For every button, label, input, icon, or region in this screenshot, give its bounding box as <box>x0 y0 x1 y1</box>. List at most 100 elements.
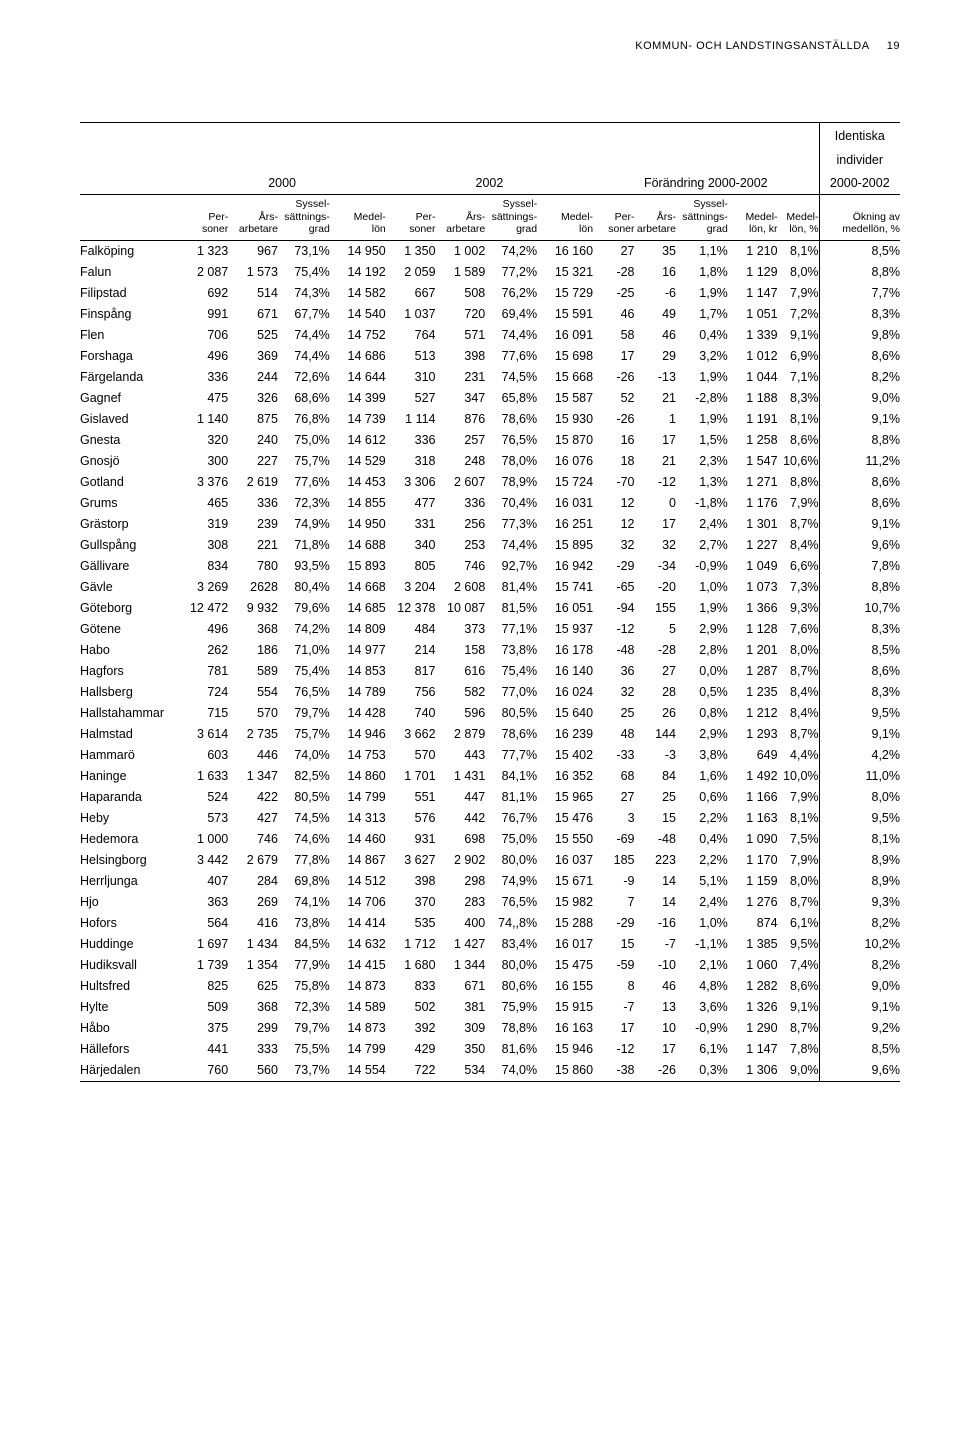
cell-value: 8,5% <box>819 640 900 661</box>
cell-value: -29 <box>593 556 634 577</box>
cell-value: 79,7% <box>278 703 330 724</box>
cell-value: 25 <box>635 787 676 808</box>
municipality-name: Herrljunga <box>80 871 178 892</box>
cell-value: 9,1% <box>778 997 819 1018</box>
data-table: Identiska individer 2000 2002 Förändring… <box>80 122 900 1082</box>
cell-value: 570 <box>386 745 436 766</box>
cell-value: 698 <box>436 829 486 850</box>
cell-value: 3 614 <box>178 724 228 745</box>
cell-value: 80,0% <box>485 850 537 871</box>
cell-value: 81,4% <box>485 577 537 598</box>
cell-value: 10,0% <box>778 766 819 787</box>
cell-value: 8,8% <box>819 262 900 283</box>
cell-value: 239 <box>228 514 278 535</box>
cell-value: 74,0% <box>485 1060 537 1082</box>
cell-value: 603 <box>178 745 228 766</box>
cell-value: 8,4% <box>778 703 819 724</box>
municipality-name: Flen <box>80 325 178 346</box>
cell-value: 326 <box>228 388 278 409</box>
cell-value: 1 049 <box>728 556 778 577</box>
cell-value: 8,7% <box>778 661 819 682</box>
cell-value: 16 076 <box>537 451 593 472</box>
cell-value: 3 627 <box>386 850 436 871</box>
cell-value: 52 <box>593 388 634 409</box>
cell-value: 15 476 <box>537 808 593 829</box>
cell-value: 76,8% <box>278 409 330 430</box>
cell-value: 8,8% <box>819 577 900 598</box>
cell-value: 1 287 <box>728 661 778 682</box>
municipality-name: Grums <box>80 493 178 514</box>
cell-value: 78,6% <box>485 409 537 430</box>
cell-value: 14 873 <box>330 976 386 997</box>
cell-value: 16 031 <box>537 493 593 514</box>
cell-value: 74,4% <box>278 325 330 346</box>
cell-value: 8,7% <box>778 724 819 745</box>
cell-value: 319 <box>178 514 228 535</box>
cell-value: 1 431 <box>436 766 486 787</box>
cell-value: -34 <box>635 556 676 577</box>
cell-value: 671 <box>436 976 486 997</box>
cell-value: 21 <box>635 388 676 409</box>
col-okning: Ökning avmedellön, % <box>819 194 900 240</box>
cell-value: 27 <box>593 787 634 808</box>
cell-value: 32 <box>593 682 634 703</box>
cell-value: 1 276 <box>728 892 778 913</box>
cell-value: 1 166 <box>728 787 778 808</box>
table-row: Finspång99167167,7%14 5401 03772069,4%15… <box>80 304 900 325</box>
cell-value: 14 <box>635 871 676 892</box>
cell-value: 73,7% <box>278 1060 330 1082</box>
cell-value: 8,0% <box>778 640 819 661</box>
cell-value: -2,8% <box>676 388 728 409</box>
cell-value: 570 <box>228 703 278 724</box>
cell-value: 1,9% <box>676 367 728 388</box>
cell-value: 2,2% <box>676 850 728 871</box>
cell-value: 1 201 <box>728 640 778 661</box>
cell-value: 158 <box>436 640 486 661</box>
cell-value: 9,1% <box>819 724 900 745</box>
cell-value: 15 288 <box>537 913 593 934</box>
municipality-name: Haninge <box>80 766 178 787</box>
municipality-name: Färgelanda <box>80 367 178 388</box>
cell-value: 72,3% <box>278 997 330 1018</box>
cell-value: 14 415 <box>330 955 386 976</box>
cell-value: 14 753 <box>330 745 386 766</box>
cell-value: 74,,8% <box>485 913 537 934</box>
cell-value: 764 <box>386 325 436 346</box>
cell-value: 392 <box>386 1018 436 1039</box>
cell-value: 14 867 <box>330 850 386 871</box>
group-header-row-2: individer <box>80 147 900 171</box>
cell-value: 7 <box>593 892 634 913</box>
cell-value: 77,6% <box>278 472 330 493</box>
cell-value: 269 <box>228 892 278 913</box>
cell-value: 8,3% <box>819 304 900 325</box>
cell-value: 75,0% <box>278 430 330 451</box>
cell-value: 7,8% <box>778 1039 819 1060</box>
cell-value: 16 251 <box>537 514 593 535</box>
cell-value: 1 344 <box>436 955 486 976</box>
cell-value: 1 434 <box>228 934 278 955</box>
cell-value: 1 044 <box>728 367 778 388</box>
cell-value: 3 662 <box>386 724 436 745</box>
cell-value: 73,1% <box>278 240 330 262</box>
cell-value: 9,0% <box>819 388 900 409</box>
cell-value: 1 350 <box>386 240 436 262</box>
cell-value: 596 <box>436 703 486 724</box>
cell-value: 1,0% <box>676 913 728 934</box>
cell-value: 300 <box>178 451 228 472</box>
table-row: Hofors56441673,8%14 41453540074,,8%15 28… <box>80 913 900 934</box>
cell-value: 1 129 <box>728 262 778 283</box>
cell-value: 84,1% <box>485 766 537 787</box>
cell-value: 78,9% <box>485 472 537 493</box>
cell-value: 7,9% <box>778 493 819 514</box>
cell-value: 78,0% <box>485 451 537 472</box>
cell-value: 15 402 <box>537 745 593 766</box>
municipality-name: Hallsberg <box>80 682 178 703</box>
cell-value: 76,5% <box>485 430 537 451</box>
cell-value: 740 <box>386 703 436 724</box>
cell-value: 1 347 <box>228 766 278 787</box>
cell-value: 15 698 <box>537 346 593 367</box>
cell-value: 14 644 <box>330 367 386 388</box>
cell-value: 7,6% <box>778 619 819 640</box>
col-sysselgrad-2000: Syssel-sättnings-grad <box>278 194 330 240</box>
municipality-name: Gävle <box>80 577 178 598</box>
